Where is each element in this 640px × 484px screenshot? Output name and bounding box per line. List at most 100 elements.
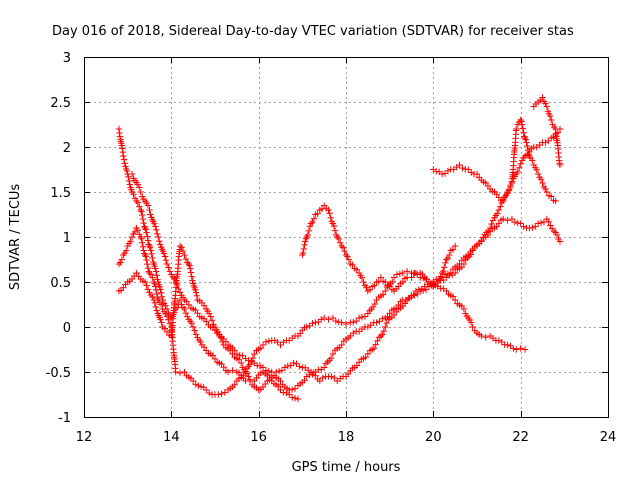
data-point-track-d: [256, 362, 264, 370]
data-point-track-f: [522, 136, 529, 143]
data-point-track-c: [176, 242, 184, 250]
data-point-track-f: [465, 166, 472, 173]
data-point-track-d: [155, 233, 162, 241]
data-point-track-f: [513, 125, 520, 133]
data-point-track-b: [159, 305, 166, 313]
data-point-track-a: [275, 383, 282, 390]
data-point-track-d: [162, 257, 170, 264]
data-point-track-a: [131, 195, 139, 202]
data-point-track-f: [537, 176, 545, 183]
data-point-track-b: [127, 238, 134, 245]
data-point-track-c: [383, 319, 390, 327]
data-point-track-a: [218, 360, 225, 368]
data-point-track-d: [175, 285, 182, 293]
data-point-track-a: [144, 233, 151, 240]
data-point-track-b: [390, 274, 398, 281]
data-point-track-a: [283, 389, 290, 397]
data-point-track-e: [301, 241, 308, 249]
data-point-track-b: [332, 317, 340, 325]
data-point-track-b: [117, 259, 124, 266]
data-point-track-f: [519, 125, 527, 132]
data-point-track-a: [189, 323, 197, 331]
data-point-track-a: [143, 229, 150, 236]
data-point-track-d: [265, 367, 273, 375]
data-point-track-c: [353, 362, 361, 369]
chart-title: Day 016 of 2018, Sidereal Day-to-day VTE…: [52, 24, 574, 39]
data-point-track-c: [374, 337, 381, 345]
data-point-track-c: [208, 317, 216, 324]
data-point-track-d: [411, 292, 418, 299]
data-point-track-d: [144, 202, 152, 209]
data-point-track-d: [172, 278, 179, 286]
data-point-track-f: [534, 170, 542, 178]
data-point-track-d: [156, 241, 164, 248]
data-point-track-g: [543, 103, 551, 110]
data-point-track-d: [277, 377, 284, 385]
data-point-track-b: [163, 313, 171, 320]
data-point-track-g: [546, 112, 554, 120]
data-point-track-c: [192, 289, 200, 296]
y-tick-label: 0.5: [50, 276, 71, 291]
data-point-track-d: [171, 275, 178, 283]
data-point-track-b: [320, 314, 328, 322]
data-point-track-a: [148, 250, 155, 258]
data-point-track-d: [338, 341, 345, 349]
data-point-track-b: [118, 256, 126, 263]
data-point-track-a: [191, 327, 198, 334]
data-point-track-a: [157, 286, 164, 293]
data-point-track-f: [504, 190, 511, 197]
data-point-track-d: [268, 368, 275, 376]
data-point-track-d: [494, 210, 501, 217]
data-point-track-a: [188, 320, 195, 327]
data-point-track-d: [137, 188, 144, 196]
data-point-track-b: [115, 260, 123, 268]
x-tick-label: 12: [76, 430, 93, 445]
data-point-track-d: [327, 355, 335, 362]
data-point-track-b: [451, 296, 459, 304]
data-point-track-d: [384, 313, 391, 320]
data-point-track-d: [451, 269, 459, 277]
data-point-track-b: [419, 274, 427, 282]
y-tick-label: -0.5: [46, 366, 71, 381]
data-point-track-a: [149, 254, 156, 262]
data-point-track-d: [233, 350, 241, 358]
data-point-track-d: [160, 250, 168, 257]
data-point-track-b: [482, 334, 489, 341]
data-point-track-b: [379, 291, 387, 298]
data-point-track-a: [288, 394, 296, 401]
data-point-track-b: [181, 368, 188, 376]
data-point-track-e: [325, 206, 332, 214]
data-point-track-c: [153, 307, 160, 314]
data-point-track-f: [521, 134, 529, 142]
x-tick-label: 24: [600, 430, 617, 445]
data-point-track-e: [442, 259, 449, 267]
data-point-track-e: [300, 245, 307, 253]
data-point-track-f: [539, 179, 546, 187]
data-point-track-b: [352, 317, 360, 325]
data-point-track-b: [329, 314, 337, 322]
y-axis-label: SDTVAR / TECUs: [8, 184, 23, 291]
data-point-track-c: [504, 217, 511, 224]
data-point-track-c: [187, 269, 195, 276]
data-point-track-g: [548, 116, 555, 124]
data-point-track-d: [488, 220, 495, 228]
data-point-track-e: [446, 251, 453, 259]
data-point-track-a: [125, 177, 133, 185]
data-point-track-b: [513, 346, 520, 353]
data-point-track-a: [157, 289, 165, 296]
data-point-track-c: [181, 251, 188, 259]
data-point-track-e: [349, 261, 356, 269]
data-point-track-a: [137, 206, 144, 214]
data-point-track-b: [176, 369, 184, 377]
data-point-track-c: [532, 223, 539, 230]
data-point-track-c: [362, 354, 369, 361]
data-point-track-a: [140, 219, 147, 227]
data-point-track-c: [158, 319, 165, 326]
data-point-track-f: [523, 139, 530, 146]
data-point-track-e: [449, 246, 457, 253]
data-point-track-f: [530, 161, 537, 169]
data-point-track-f: [438, 170, 446, 178]
data-point-track-e: [341, 247, 348, 255]
data-point-track-a: [144, 237, 152, 244]
y-tick-label: -1: [58, 411, 71, 426]
